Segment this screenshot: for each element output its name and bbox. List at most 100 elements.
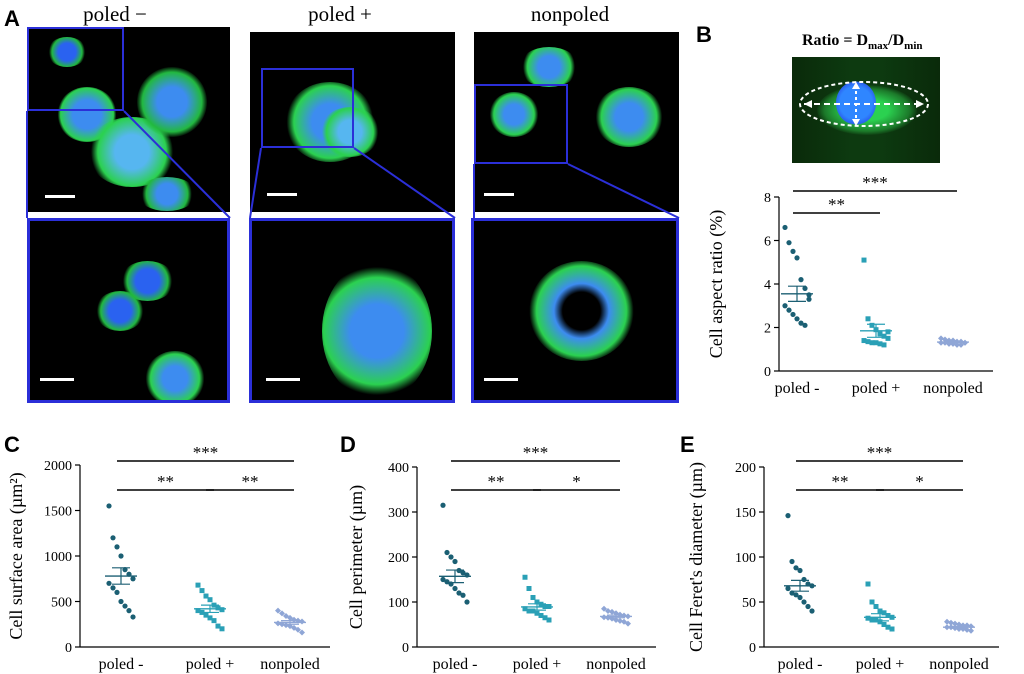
y-axis-label: Cell surface area (µm²) (6, 472, 27, 639)
data-point (452, 558, 458, 565)
data-point (865, 316, 871, 322)
data-point (881, 610, 887, 616)
data-point (440, 502, 446, 508)
data-point (785, 513, 791, 519)
data-point (786, 240, 792, 246)
col-title-poled-plus: poled + (308, 2, 372, 26)
data-point (440, 576, 446, 583)
y-tick-label: 150 (735, 506, 756, 521)
data-point (952, 620, 958, 627)
data-point (118, 598, 124, 605)
significance-label: *** (523, 445, 549, 462)
y-tick-label: 6 (764, 235, 771, 250)
y-tick-label: 4 (764, 278, 771, 293)
data-point (798, 277, 804, 283)
data-point (538, 613, 544, 618)
x-tick-label: poled + (186, 656, 235, 673)
data-point (968, 627, 974, 634)
data-point (211, 618, 217, 624)
chart-b-body: 0 2 4 6 8 Cell aspect ratio (%) poled - poled +… (706, 175, 993, 397)
panel-letter-a: A (4, 6, 20, 31)
chart-e: 0 50 100 150 200 Cell Feret's diameter (µm) po… (686, 445, 999, 673)
y-axis-label: Cell Feret's diameter (µm) (686, 462, 707, 652)
data-point (215, 605, 221, 611)
ratio-formula: Ratio = Dmax/Dmin (802, 32, 923, 52)
y-tick-label: 100 (388, 596, 409, 611)
data-point (798, 320, 804, 326)
data-point (877, 331, 883, 337)
scale-bar-nonpoled (484, 193, 514, 196)
y-tick-label: 0 (65, 641, 72, 656)
x-tick-label: poled - (775, 380, 820, 397)
data-point (782, 303, 788, 309)
x-tick-label: poled - (433, 656, 478, 673)
data-point (797, 594, 803, 601)
data-point (793, 565, 799, 571)
data-point (203, 593, 209, 599)
panel-letter-d: D (340, 432, 356, 457)
y-tick-label: 200 (735, 461, 756, 476)
data-point (114, 544, 120, 550)
data-point (948, 619, 954, 626)
data-point (802, 322, 808, 328)
data-point (464, 599, 470, 605)
significance-label: ** (488, 472, 505, 491)
data-point (448, 554, 454, 560)
y-axis-label: Cell perimeter (µm) (346, 485, 367, 629)
significance-label: *** (862, 175, 888, 192)
ratio-formula-min-subscript: min (904, 40, 923, 53)
data-point (130, 614, 136, 620)
data-point (625, 620, 631, 627)
x-tick-label: poled - (778, 656, 823, 673)
data-point (964, 622, 970, 629)
chart-c: 0 500 1000 1500 2000 Cell surface area (µm²) p… (6, 445, 330, 673)
data-point (609, 608, 615, 615)
data-point (617, 617, 623, 624)
y-tick-label: 0 (402, 641, 409, 656)
scale-bar-poled-minus (45, 195, 75, 198)
data-point (873, 340, 879, 346)
significance-label: ** (157, 472, 174, 491)
y-tick-label: 50 (742, 596, 756, 611)
x-tick-label: nonpoled (260, 656, 320, 673)
significance-label: ** (828, 195, 845, 214)
data-point (881, 333, 887, 339)
data-point (873, 604, 879, 609)
scale-bar-nonpoled-zoom (484, 378, 518, 381)
data-point (869, 599, 875, 605)
data-point (797, 567, 803, 574)
panel-letter-e: E (680, 432, 695, 457)
data-point (460, 592, 466, 598)
data-point (809, 608, 815, 614)
data-point (126, 608, 132, 614)
data-point (122, 603, 128, 609)
data-point (873, 617, 879, 623)
data-point (877, 619, 883, 625)
data-point (546, 617, 552, 623)
chart-c-body: 0 500 1000 1500 2000 Cell surface area (µm²) p… (6, 445, 330, 673)
data-point (794, 316, 800, 322)
data-point (207, 615, 213, 621)
selection-box-poled-plus (261, 68, 354, 148)
ratio-formula-max-subscript: max (868, 40, 889, 53)
data-point (114, 589, 120, 595)
chart-b: 0 2 4 6 8 Cell aspect ratio (%) poled - poled +… (706, 175, 993, 397)
data-point (275, 620, 281, 627)
panel-letter-c: C (4, 432, 20, 457)
significance-label: *** (193, 445, 219, 462)
data-point (885, 613, 891, 618)
data-point (526, 608, 532, 614)
data-point (861, 257, 867, 263)
x-tick-label: poled + (513, 656, 562, 673)
y-tick-label: 2 (764, 322, 771, 337)
chart-d: 0 100 200 300 400 Cell perimeter (µm) poled - p… (346, 445, 656, 673)
data-point (801, 576, 807, 583)
aspect-ratio-schematic (792, 57, 940, 163)
data-point (869, 322, 875, 328)
data-point (207, 597, 213, 603)
data-point (954, 341, 960, 348)
micrograph-poled-plus-zoom (249, 218, 455, 403)
data-point (106, 503, 112, 509)
scale-bar-poled-plus (267, 193, 297, 196)
data-point (793, 592, 799, 598)
